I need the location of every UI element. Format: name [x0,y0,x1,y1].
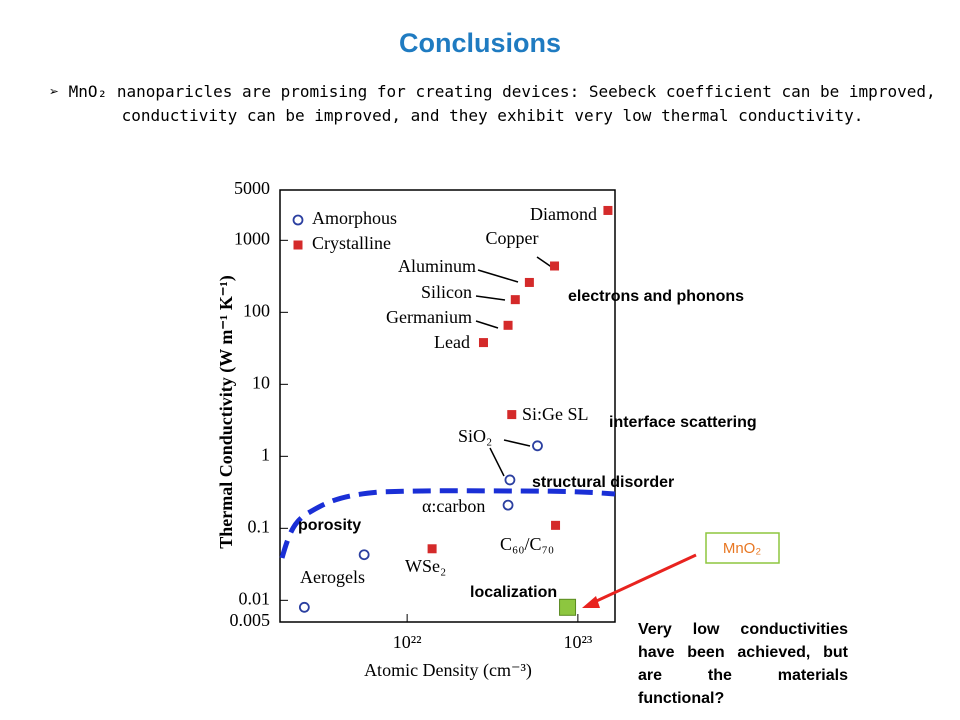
minimum-curve [279,488,616,559]
annotation: structural disorder [532,474,674,491]
point-label: Lead [434,332,470,352]
data-point [559,598,577,616]
data-point [503,320,513,330]
point-label: Diamond [530,204,597,224]
y-tick-label: 0.1 [248,516,271,536]
x-tick-label: 10²³ [563,632,592,652]
point-label: Aluminum [398,256,476,276]
annotation: porosity [298,517,361,534]
y-tick-label: 0.005 [230,610,271,630]
data-point [524,277,534,287]
annotation: interface scattering [609,414,757,431]
point-label: α:carbon [422,496,485,516]
mno2-label: MnO₂ [723,540,762,557]
data-point [550,261,560,271]
mno2-box [705,532,780,564]
data-point [504,474,516,486]
point-label: Germanium [386,307,472,327]
plot-frame [279,189,616,623]
legend-label: Crystalline [312,233,391,253]
y-tick-label: 1 [261,444,270,464]
point-label: Si:Ge SL [522,404,589,424]
data-point [507,410,517,420]
data-point [551,520,561,530]
note: Very low conductivities have been achiev… [638,621,848,707]
data-point [358,549,370,561]
data-point [532,440,543,452]
y-tick-label: 0.01 [239,588,271,608]
bullet-text: MnO₂ nanoparicles are promising for crea… [68,82,936,125]
point-label: Copper [486,228,539,248]
note-box: Very low conductivities have been achiev… [638,621,848,707]
bullet-icon: ➢ [49,82,69,101]
point-label: Silicon [421,282,472,302]
y-tick-label: 10 [252,372,270,392]
point-label: WSe₂ [405,556,446,576]
data-point [298,601,310,613]
point-label: Aerogels [300,567,365,587]
y-tick-label: 100 [243,300,270,320]
x-tick-label: 10²² [393,632,422,652]
data-point [478,338,488,348]
annotation: localization [470,584,557,601]
data-point [502,499,514,511]
x-axis-label: Atomic Density (cm⁻³) [364,660,532,681]
bullet: ➢ MnO₂ nanoparicles are promising for cr… [30,80,955,128]
slide-title: Conclusions [398,28,561,58]
mno2-arrow [589,553,697,606]
y-tick-label: 1000 [234,228,270,248]
y-axis-label: Thermal Conductivity (W m⁻¹ K⁻¹) [216,275,237,548]
legend-marker [293,240,303,250]
point-label: SiO₂ [458,426,492,446]
data-point [603,205,613,215]
data-point [427,544,437,554]
data-point [510,295,520,305]
legend-marker [292,214,304,226]
y-tick-label: 5000 [234,178,270,198]
mno2-arrowhead [582,596,600,608]
annotation: electrons and phonons [568,288,744,305]
point-label: C₆₀/C₇₀ [500,534,554,554]
legend-label: Amorphous [312,208,397,228]
